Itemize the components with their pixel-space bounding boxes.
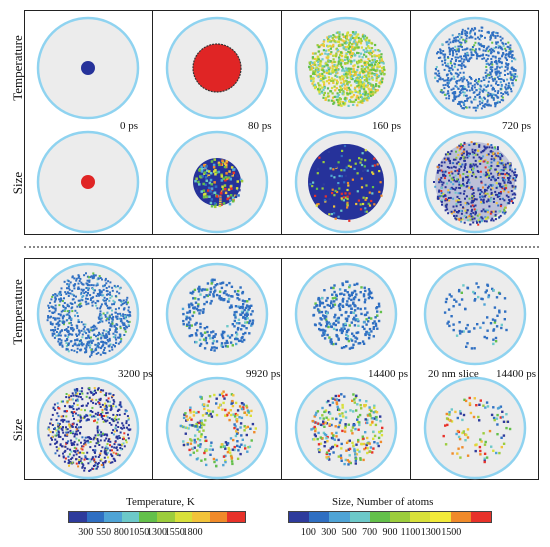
temperature-colorbar: [68, 511, 246, 523]
colorbar-tick: 1500: [441, 527, 462, 538]
time-label: 0 ps: [120, 120, 139, 132]
colorbar-tick: 1800: [182, 527, 203, 538]
time-label: 160 ps: [372, 120, 402, 132]
snapshot-sparse-few-mixed: [423, 376, 527, 480]
snapshot-sparse-ring-blue: [165, 262, 269, 366]
time-label: 9920 ps: [246, 368, 281, 380]
time-label: 80 ps: [248, 120, 272, 132]
snapshot-shell-mixed-warm: [294, 16, 398, 120]
divider: [281, 259, 282, 479]
colorbar-swatch: [289, 512, 310, 522]
colorbar-swatch: [69, 512, 87, 522]
top-panel: [24, 10, 539, 235]
snapshot-dot-red: [36, 130, 140, 234]
time-label: 3200 ps: [118, 368, 153, 380]
colorbar-swatch: [121, 512, 140, 522]
snapshot-shell-blue-ring: [423, 130, 527, 234]
colorbar-tick: 500: [341, 527, 357, 538]
row-label-temperature-top: Temperature: [10, 35, 25, 101]
colorbar-tick: 300: [321, 527, 337, 538]
snapshot-sparse-blue: [294, 262, 398, 366]
snapshot-disk-bluefill: [294, 130, 398, 234]
colorbar-swatch: [450, 512, 471, 522]
row-label-size-top: Size: [10, 171, 25, 195]
time-label: 720 ps: [502, 120, 532, 132]
colorbar-swatch: [470, 512, 492, 522]
bottom-panel: [24, 258, 539, 480]
temperature-ticks: 300 550 800 1050 1300 1550 1800: [68, 527, 246, 539]
time-label: 14400 ps: [496, 368, 537, 380]
slice-label: 20 nm slice: [428, 368, 479, 380]
size-ticks: 100 300 500 700 900 1100 1300 1500: [288, 527, 492, 539]
colorbar-swatch: [369, 512, 391, 522]
colorbar-tick: 700: [362, 527, 378, 538]
size-colorbar: [288, 511, 492, 523]
colorbar-tick: 1100: [400, 527, 421, 538]
snapshot-sparse-few: [423, 262, 527, 366]
colorbar-swatch: [86, 512, 105, 522]
legend-title-size: Size, Number of atoms: [332, 496, 434, 508]
time-label: 14400 ps: [368, 368, 409, 380]
colorbar-tick: 1550: [164, 527, 185, 538]
colorbar-swatch: [156, 512, 175, 522]
colorbar-swatch: [410, 512, 431, 522]
section-separator: [24, 246, 539, 248]
divider: [410, 259, 411, 479]
colorbar-swatch: [209, 512, 228, 522]
colorbar-swatch: [430, 512, 451, 522]
colorbar-swatch: [174, 512, 193, 522]
divider: [410, 11, 411, 234]
legend-title-temperature: Temperature, K: [126, 496, 195, 508]
colorbar-tick: 800: [113, 527, 129, 538]
divider: [152, 11, 153, 234]
snapshot-sparse-ring-mixed: [165, 376, 269, 480]
colorbar-tick: 900: [382, 527, 398, 538]
colorbar-swatch: [104, 512, 122, 522]
colorbar-swatch: [329, 512, 350, 522]
row-label-size-bottom: Size: [10, 418, 25, 442]
row-label-temperature-bottom: Temperature: [10, 279, 25, 345]
colorbar-tick: 300: [78, 527, 94, 538]
colorbar-tick: 1050: [129, 527, 150, 538]
divider: [152, 259, 153, 479]
colorbar-tick: 550: [96, 527, 112, 538]
colorbar-swatch: [139, 512, 157, 522]
snapshot-shell-blue: [423, 16, 527, 120]
colorbar-swatch: [349, 512, 370, 522]
snapshot-disk-mixed: [165, 130, 269, 234]
snapshot-sparse-mixed: [294, 376, 398, 480]
snapshot-dot-blue: [36, 16, 140, 120]
colorbar-tick: 1300: [147, 527, 167, 538]
snapshot-shell-mixed: [36, 376, 140, 480]
colorbar-swatch: [309, 512, 330, 522]
snapshot-shell-blue: [36, 262, 140, 366]
colorbar-tick: 100: [300, 527, 316, 538]
snapshot-disk-red: [165, 16, 269, 120]
colorbar-swatch: [227, 512, 245, 522]
colorbar-tick: 1300: [420, 527, 441, 538]
colorbar-swatch: [390, 512, 411, 522]
colorbar-swatch: [192, 512, 210, 522]
divider: [281, 11, 282, 234]
